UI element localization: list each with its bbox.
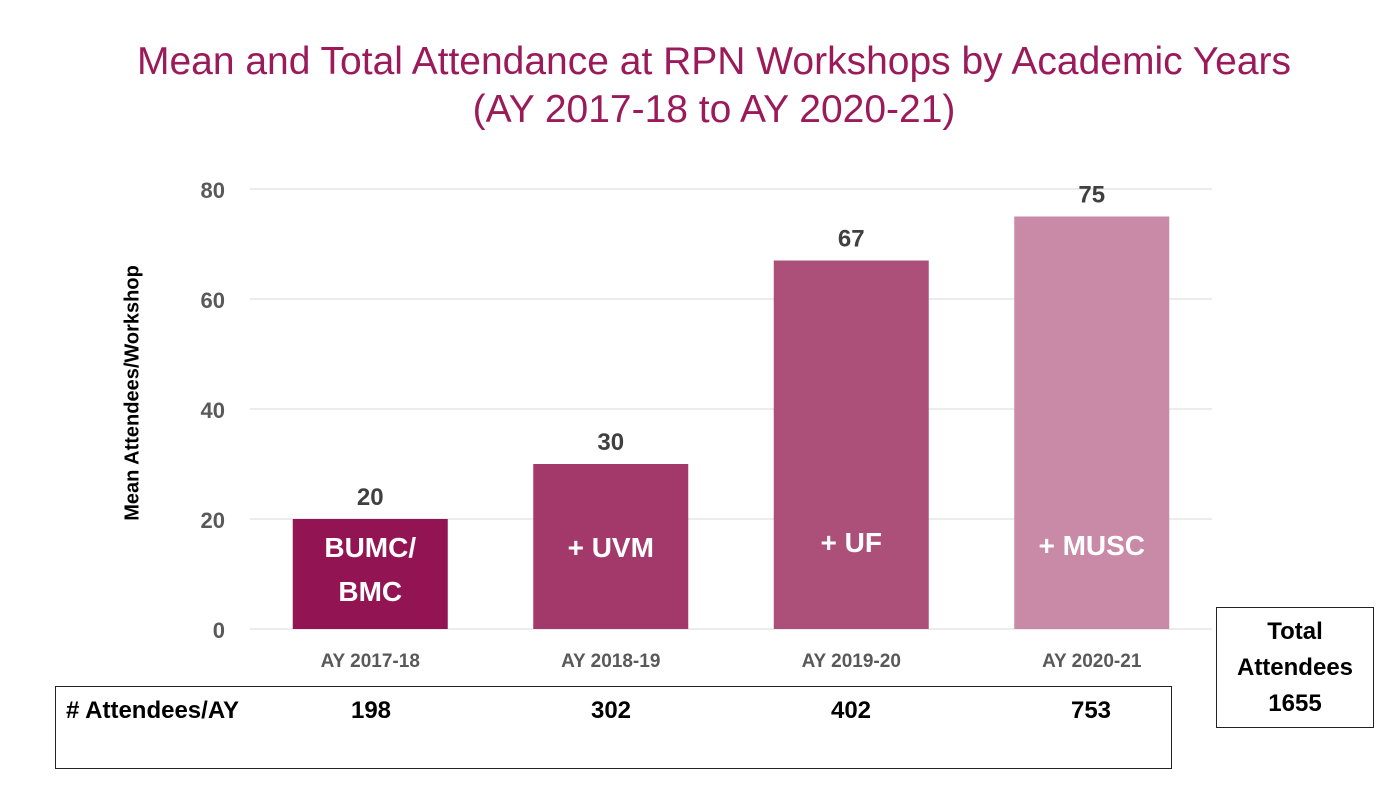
chart-title-line2: (AY 2017-18 to AY 2020-21) xyxy=(472,88,956,131)
bar-annotation-ay-2017-18: BUMC/BMC xyxy=(324,532,416,607)
bar-annotation-line: BMC xyxy=(338,576,402,607)
data-label-ay-2018-19: 30 xyxy=(597,429,624,456)
bar-annotation-ay-2019-20: + UF xyxy=(821,527,882,558)
y-tick-label-0: 0 xyxy=(213,618,225,643)
x-tick-label-ay-2017-18: AY 2017-18 xyxy=(321,651,420,672)
total-value: 1655 xyxy=(1268,689,1322,717)
bar-annotation-ay-2020-21: + MUSC xyxy=(1038,530,1145,561)
bar-chart: 0 20 40 60 80 20 AY 2017-18 BUMC/BMC 30 AY 2018-1… xyxy=(201,178,1212,672)
x-tick-label-ay-2018-19: AY 2018-19 xyxy=(561,651,660,672)
total-attendees-box: Total Attendees 1655 xyxy=(1216,607,1374,728)
bar-ay-2018-19 xyxy=(533,464,689,629)
bar-ay-2020-21 xyxy=(1014,216,1170,629)
attendees-row-label: # Attendees/AY xyxy=(66,697,239,724)
bar-annotation-ay-2018-19: + UVM xyxy=(568,532,654,563)
data-label-ay-2020-21: 75 xyxy=(1078,182,1105,209)
attendees-value-2019-20: 402 xyxy=(830,697,872,724)
chart-title-line1: Mean and Total Attendance at RPN Worksho… xyxy=(136,40,1292,83)
x-tick-label-ay-2019-20: AY 2019-20 xyxy=(802,651,901,672)
attendees-table xyxy=(55,686,1172,769)
total-label-line2: Attendees xyxy=(1236,653,1354,681)
x-tick-label-ay-2020-21: AY 2020-21 xyxy=(1042,651,1142,672)
bar-annotation-line: + MUSC xyxy=(1038,530,1145,561)
data-label-ay-2019-20: 67 xyxy=(838,226,865,253)
attendees-value-2018-19: 302 xyxy=(590,697,632,724)
total-label-line1: Total xyxy=(1267,617,1323,645)
y-tick-label-20: 20 xyxy=(201,508,225,533)
attendees-value-2020-21: 753 xyxy=(1070,697,1112,724)
chart-title: Mean and Total Attendance at RPN Worksho… xyxy=(0,38,1388,134)
data-label-ay-2017-18: 20 xyxy=(357,484,384,511)
bar-annotation-line: + UF xyxy=(821,527,882,558)
bar-annotation-line: + UVM xyxy=(568,532,654,563)
y-tick-label-80: 80 xyxy=(201,178,225,203)
bar-ay-2017-18 xyxy=(292,519,448,629)
bar-annotation-line: BUMC/ xyxy=(324,532,416,563)
bar-ay-2019-20 xyxy=(773,260,929,629)
attendees-value-2017-18: 198 xyxy=(350,697,392,724)
y-tick-label-40: 40 xyxy=(201,398,225,423)
y-tick-label-60: 60 xyxy=(201,288,225,313)
